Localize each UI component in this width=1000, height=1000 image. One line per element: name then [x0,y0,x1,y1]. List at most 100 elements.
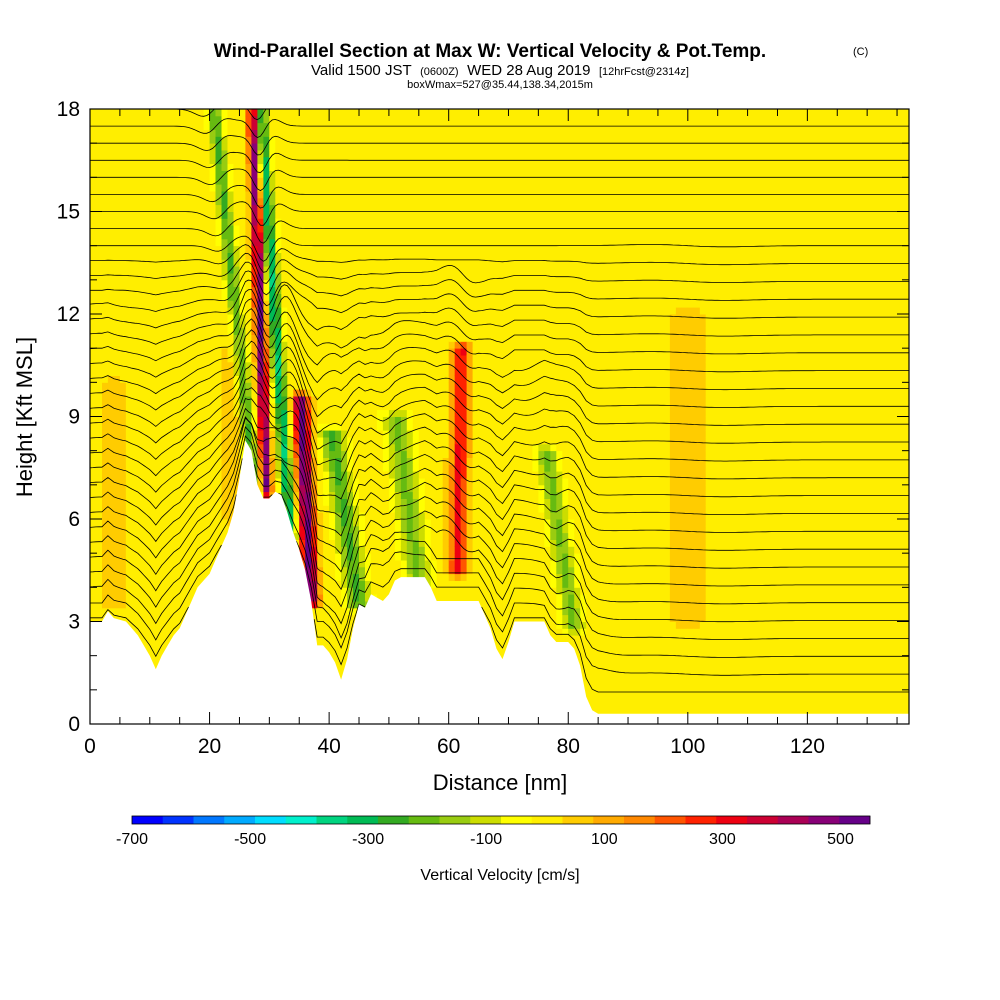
velocity-cell [119,238,127,247]
velocity-cell [376,525,384,534]
velocity-cell [347,150,354,158]
velocity-cell [263,327,270,335]
velocity-cell [263,115,270,124]
velocity-cell [90,334,97,342]
velocity-cell [161,238,169,247]
velocity-cell [406,300,414,308]
velocity-cell [400,396,408,404]
velocity-cell [191,484,199,493]
velocity-cell [167,532,175,540]
velocity-cell [341,143,348,151]
velocity-cell [215,355,222,363]
velocity-cell [185,307,193,315]
velocity-cell [233,314,240,322]
velocity-cell [137,361,145,370]
velocity-cell [137,163,145,171]
velocity-cell [317,498,324,506]
velocity-cell [257,389,264,397]
velocity-cell [221,177,228,185]
velocity-cell [269,389,276,397]
velocity-cell [353,450,360,458]
velocity-cell [281,184,288,192]
velocity-cell [329,252,336,260]
velocity-cell [388,355,396,363]
velocity-cell [209,286,217,294]
velocity-cell [323,573,330,581]
velocity-cell [209,532,217,540]
velocity-cell [359,355,366,363]
velocity-cell [131,519,139,527]
velocity-cell [400,129,408,137]
velocity-cell [251,225,258,233]
velocity-cell [323,587,330,595]
velocity-cell [107,136,115,144]
velocity-cell [388,204,396,212]
velocity-cell [245,375,252,383]
velocity-cell [125,519,133,527]
velocity-cell [365,150,372,158]
velocity-cell [293,430,300,438]
velocity-cell [131,505,139,513]
velocity-cell [209,361,217,370]
velocity-cell [323,553,330,561]
velocity-cell [329,204,336,212]
velocity-cell [382,170,390,178]
velocity-cell [143,109,151,117]
velocity-cell [161,361,169,370]
velocity-cell [167,389,175,397]
velocity-cell [167,402,175,411]
velocity-cell [359,177,366,185]
velocity-cell [173,252,181,260]
velocity-cell [155,293,163,301]
velocity-cell [376,512,384,520]
velocity-cell [167,382,175,390]
velocity-cell [179,170,187,178]
velocity-cell [263,457,270,465]
velocity-cell [293,402,300,411]
velocity-cell [137,484,145,493]
velocity-cell [137,238,145,247]
velocity-cell [161,519,169,527]
velocity-cell [311,361,318,370]
velocity-cell [257,348,264,356]
velocity-cell [305,109,312,117]
velocity-cell [155,601,163,609]
velocity-cell [143,252,151,260]
velocity-cell [197,443,205,452]
velocity-cell [155,402,163,411]
velocity-cell [155,539,163,547]
velocity-cell [329,273,336,281]
velocity-cell [341,115,348,124]
velocity-cell [221,341,228,349]
velocity-cell [382,143,390,151]
velocity-cell [96,177,103,185]
velocity-cell [293,150,300,158]
velocity-cell [239,450,246,458]
velocity-cell [400,341,408,349]
velocity-cell [191,525,199,534]
velocity-cell [311,307,318,315]
velocity-cell [167,218,175,226]
velocity-cell [341,614,348,622]
velocity-cell [251,197,258,206]
velocity-cell [388,334,396,342]
velocity-cell [215,375,222,383]
velocity-cell [329,498,336,506]
velocity-cell [227,389,234,397]
velocity-cell [185,245,193,253]
velocity-cell [209,252,217,260]
velocity-cell [359,238,366,247]
velocity-cell [245,252,252,260]
velocity-cell [347,635,354,643]
velocity-cell [143,218,151,226]
velocity-cell [209,225,217,233]
velocity-cell [149,252,157,260]
velocity-cell [412,266,420,274]
velocity-cell [197,204,205,212]
velocity-cell [323,368,330,376]
velocity-cell [155,430,163,438]
velocity-cell [371,512,378,520]
velocity-cell [347,286,354,294]
velocity-cell [137,601,145,609]
velocity-cell [113,238,121,247]
